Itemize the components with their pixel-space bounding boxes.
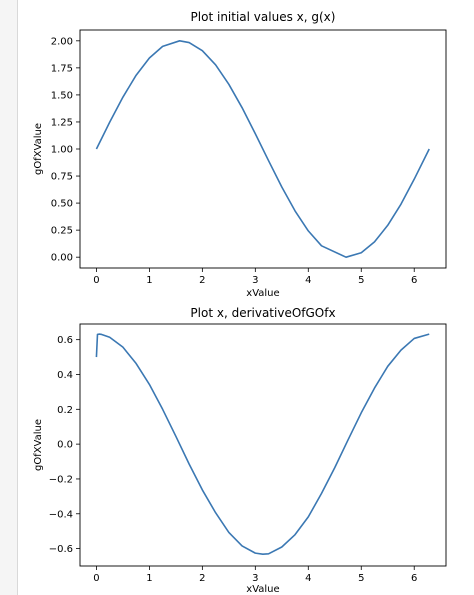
chart-initial-values: Plot initial values x, g(x) xValue gOfXV… bbox=[33, 10, 447, 299]
y-axis-label: gOfXValue bbox=[33, 123, 44, 175]
x-tick-label: 0 bbox=[93, 573, 99, 584]
y-tick-label: 1.75 bbox=[51, 63, 73, 74]
x-tick-label: 0 bbox=[93, 275, 99, 286]
y-tick-label: −0.6 bbox=[49, 544, 73, 555]
chart-derivative: Plot x, derivativeOfGOfx xValue gOfXValu… bbox=[33, 306, 447, 595]
y-tick-label: 2.00 bbox=[51, 36, 73, 47]
x-tick-label: 3 bbox=[252, 275, 258, 286]
x-tick-label: 1 bbox=[146, 573, 152, 584]
chart-title: Plot initial values x, g(x) bbox=[191, 10, 336, 24]
y-tick-label: 0.75 bbox=[51, 172, 73, 183]
y-tick-label: 1.25 bbox=[51, 117, 73, 128]
y-tick-label: 1.50 bbox=[51, 90, 73, 101]
x-tick-label: 4 bbox=[305, 275, 311, 286]
y-tick-label: 0.2 bbox=[57, 405, 73, 416]
y-tick-label: −0.2 bbox=[49, 474, 73, 485]
x-tick-label: 2 bbox=[199, 573, 205, 584]
x-tick-label: 1 bbox=[146, 275, 152, 286]
chart-title: Plot x, derivativeOfGOfx bbox=[190, 306, 335, 320]
x-tick-label: 5 bbox=[358, 275, 364, 286]
x-tick-label: 4 bbox=[305, 573, 311, 584]
y-tick-label: 0.0 bbox=[57, 440, 73, 451]
x-axis-label: xValue bbox=[246, 288, 279, 299]
series-line bbox=[95, 333, 430, 555]
x-tick-label: 6 bbox=[411, 573, 417, 584]
x-tick-label: 2 bbox=[199, 275, 205, 286]
y-tick-label: 0.50 bbox=[51, 199, 73, 210]
output-area bbox=[18, 0, 474, 595]
axes-frame bbox=[79, 323, 447, 567]
y-tick-label: 1.00 bbox=[51, 145, 73, 156]
output-gutter-border bbox=[17, 0, 18, 595]
y-axis-label: gOfXValue bbox=[33, 419, 44, 471]
y-tick-label: 0.25 bbox=[51, 226, 73, 237]
x-tick-label: 3 bbox=[252, 573, 258, 584]
y-tick-label: 0.6 bbox=[57, 335, 73, 346]
x-tick-label: 6 bbox=[411, 275, 417, 286]
series-line bbox=[95, 40, 430, 258]
y-tick-label: 0.00 bbox=[51, 253, 73, 264]
y-tick-label: −0.4 bbox=[49, 509, 73, 520]
x-axis-label: xValue bbox=[246, 584, 279, 595]
x-tick-label: 5 bbox=[358, 573, 364, 584]
y-tick-label: 0.4 bbox=[57, 370, 73, 381]
